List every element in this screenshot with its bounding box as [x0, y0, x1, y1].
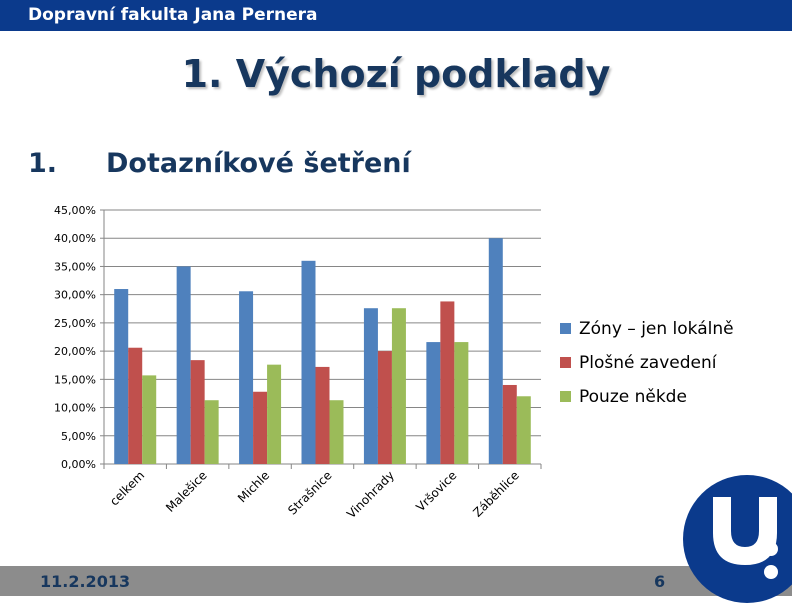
y-tick-label: 5,00% — [61, 430, 96, 443]
bar — [176, 266, 191, 464]
y-tick-label: 15,00% — [54, 373, 96, 386]
section-number: 1. — [28, 148, 58, 179]
legend-swatch — [560, 391, 571, 402]
bar — [142, 375, 157, 464]
x-tick-label: Vinohrady — [344, 468, 397, 521]
footer-date: 11.2.2013 — [40, 572, 131, 591]
x-tick-label: Vršovice — [413, 468, 459, 514]
y-tick-label: 20,00% — [54, 345, 96, 358]
legend-label: Zóny – jen lokálně — [579, 319, 734, 339]
section-heading: 1. Dotazníkové šetření — [28, 148, 411, 179]
bar — [301, 260, 316, 464]
bar — [267, 364, 282, 464]
bar — [363, 308, 378, 464]
bar — [377, 351, 392, 464]
bar — [239, 291, 254, 464]
legend-label: Pouze někde — [579, 387, 687, 407]
slide-title: 1. Výchozí podklady — [181, 52, 611, 96]
bar — [190, 360, 205, 464]
x-tick-label: Strašnice — [285, 468, 334, 517]
y-tick-label: 40,00% — [54, 232, 96, 245]
header-bar: Dopravní fakulta Jana Pernera — [0, 0, 792, 31]
bar-chart: 0,00% 5,00% 10,00% 15,00% 20,00% 25,00% 30,00%… — [54, 204, 734, 521]
y-tick-label: 35,00% — [54, 260, 96, 273]
section-title: Dotazníkové šetření — [106, 148, 411, 179]
y-tick-label: 25,00% — [54, 317, 96, 330]
footer-bar — [0, 566, 792, 596]
bar — [315, 366, 330, 464]
bar — [426, 342, 441, 464]
y-tick-label: 45,00% — [54, 204, 96, 217]
bar — [440, 301, 455, 464]
x-tick-label: Michle — [235, 468, 272, 505]
bar — [253, 391, 268, 464]
bar — [204, 400, 219, 464]
bar — [329, 400, 344, 464]
faculty-name: Dopravní fakulta Jana Pernera — [28, 5, 318, 25]
bar — [391, 308, 406, 464]
legend-swatch — [560, 323, 571, 334]
bar — [128, 347, 143, 464]
bar — [454, 342, 469, 464]
y-tick-label: 10,00% — [54, 402, 96, 415]
bar — [516, 396, 531, 464]
bar — [502, 384, 517, 464]
legend-swatch — [560, 357, 571, 368]
x-tick-label: Záběhlice — [470, 468, 521, 519]
y-tick-label: 30,00% — [54, 289, 96, 302]
legend-label: Plošné zavedení — [579, 353, 718, 373]
bar — [488, 238, 503, 464]
x-tick-label: Malešice — [163, 468, 210, 515]
y-tick-label: 0,00% — [61, 458, 96, 471]
university-logo-icon — [683, 475, 792, 603]
x-tick-label: celkem — [107, 468, 147, 508]
bar — [114, 289, 129, 464]
page-number: 6 — [654, 572, 666, 591]
